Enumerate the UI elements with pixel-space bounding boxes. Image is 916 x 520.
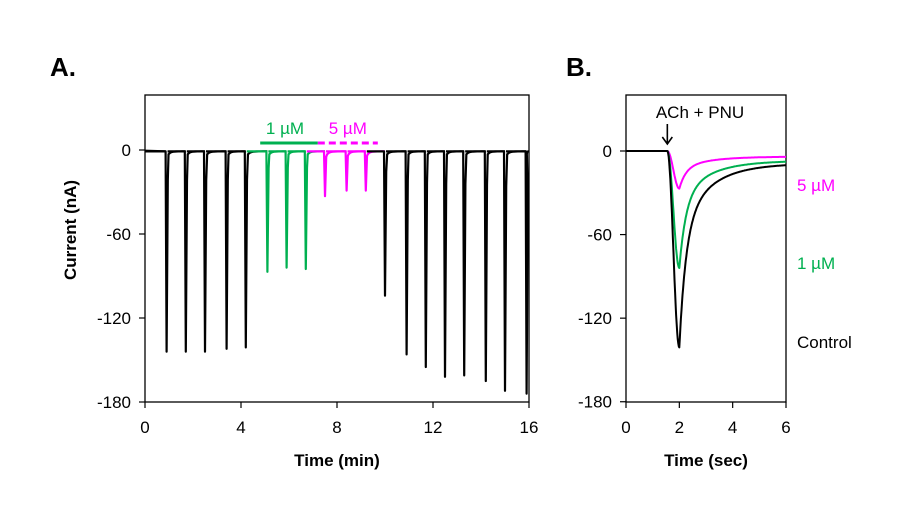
panel-a-x-tick-label: 0 xyxy=(140,418,149,437)
panel-a-concentration-label-1: 1 µM xyxy=(266,119,304,138)
panel-a-trace-5-m xyxy=(306,150,347,198)
panel-a-y-tick-label: -180 xyxy=(97,393,131,412)
panel-b-frame xyxy=(625,94,787,403)
panel-a-traces xyxy=(144,149,530,395)
panel-a-trace-control xyxy=(145,150,186,353)
panel-a-x-axis-title: Time (min) xyxy=(294,451,380,470)
panel-b-trace-control xyxy=(625,150,787,349)
panel-b-series-label-control: Control xyxy=(797,333,852,352)
panel-a-trace-1-m xyxy=(246,150,287,273)
panel-a-trace-control xyxy=(167,150,206,353)
panel-a-label: A. xyxy=(50,52,76,82)
panel-a-trace-washout xyxy=(486,150,527,392)
panel-b-y-tick-label: -60 xyxy=(587,226,612,245)
panel-b-series-labels: 5 µM 1 µM Control xyxy=(797,176,852,352)
panel-a-x-tick-label: 8 xyxy=(332,418,341,437)
panel-b-y-tick-label: -180 xyxy=(578,393,612,412)
panel-b-series-label-5-m: 5 µM xyxy=(797,176,835,195)
panel-a-trace-1-m xyxy=(268,150,306,269)
panel-a-trace-washout xyxy=(505,150,530,395)
panel-a-trace-1-m xyxy=(287,150,326,271)
panel-a-annotations: 1 µM 5 µM xyxy=(260,119,378,145)
panel-a-trace-5-m xyxy=(347,150,386,192)
panel-b-x-axis-title: Time (sec) xyxy=(664,451,748,470)
panel-a-trace-washout xyxy=(366,150,407,297)
panel-a-trace-washout xyxy=(385,150,426,356)
panel-a-x-axis: 0 4 8 12 16 xyxy=(140,402,538,437)
panel-a-trace-washout xyxy=(465,150,506,383)
panel-b-traces xyxy=(625,150,787,349)
panel-b-series-label-1-m: 1 µM xyxy=(797,254,835,273)
panel-b-x-tick-label: 4 xyxy=(728,418,737,437)
panel-b-x-tick-label: 6 xyxy=(781,418,790,437)
panel-a-y-tick-label: -120 xyxy=(97,309,131,328)
panel-b-x-tick-label: 2 xyxy=(675,418,684,437)
panel-b-annotations: ACh + PNU xyxy=(656,103,744,146)
panel-a-y-tick-label: 0 xyxy=(122,141,131,160)
panel-a-trace-5-m xyxy=(325,150,366,192)
panel-a-y-tick-label: -60 xyxy=(106,225,131,244)
panel-b-x-axis: 0 2 4 6 xyxy=(621,402,791,437)
panel-b-label: B. xyxy=(566,52,592,82)
panel-a-trace-control xyxy=(227,150,268,349)
panel-b: B. 0 -60 -120 -180 0 2 4 6 Time (sec) ACh + PN… xyxy=(566,52,852,470)
panel-a-y-axis: 0 -60 -120 -180 xyxy=(97,141,145,412)
down-arrow-icon xyxy=(661,136,673,146)
panel-a-trace-washout xyxy=(426,150,465,378)
panel-b-y-tick-label: -120 xyxy=(578,309,612,328)
panel-b-trace-5-m xyxy=(625,150,787,190)
panel-a-trace-control xyxy=(186,150,227,353)
panel-b-stimulus-label: ACh + PNU xyxy=(656,103,744,122)
panel-a-frame xyxy=(144,94,530,403)
panel-a-trace-washout xyxy=(445,150,486,377)
panel-a-trace-washout xyxy=(407,150,446,369)
panel-b-y-tick-label: 0 xyxy=(603,142,612,161)
panel-a-y-axis-title: Current (nA) xyxy=(61,180,80,280)
panel-a-x-tick-label: 4 xyxy=(236,418,245,437)
panel-a-x-tick-label: 16 xyxy=(520,418,539,437)
panel-a-trace-control xyxy=(205,150,246,350)
panel-b-y-axis: 0 -60 -120 -180 xyxy=(578,142,626,412)
panel-a: A. 0 -60 -120 -180 0 4 8 12 16 Time (min) Curre… xyxy=(50,52,538,470)
panel-b-trace-1-m xyxy=(625,150,787,269)
panel-b-x-tick-label: 0 xyxy=(621,418,630,437)
panel-a-x-tick-label: 12 xyxy=(424,418,443,437)
panel-a-concentration-label-2: 5 µM xyxy=(329,119,367,138)
